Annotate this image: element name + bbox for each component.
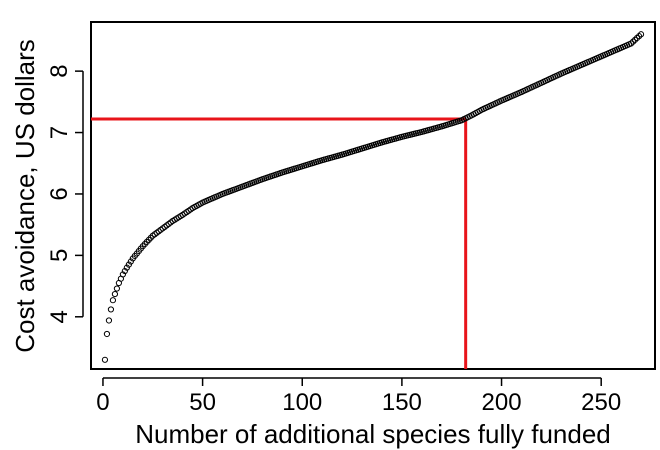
x-tick-label: 100 [282,389,322,416]
data-point [123,264,130,271]
y-tick-label: 5 [46,249,73,262]
data-point [635,33,643,40]
data-point [125,261,132,268]
data-point [107,306,115,313]
x-tick-label: 200 [482,389,522,416]
y-tick-label: 7 [46,126,73,139]
data-point [637,31,645,38]
x-tick-label: 0 [96,389,109,416]
data-point [119,271,126,278]
y-axis: 4 5 6 7 8 [46,64,84,323]
data-point [629,38,637,45]
reference-lines [91,117,468,369]
data-point [631,36,639,43]
plot-frame [90,21,656,370]
data-point [113,285,121,292]
data-point [103,330,111,338]
y-axis-label: Cost avoidance, US dollars [10,39,40,353]
y-tick-label: 6 [46,187,73,200]
x-tick-label: 50 [189,389,216,416]
data-point [627,40,635,47]
data-point [633,34,641,42]
data-point [111,290,119,298]
y-tick-label: 8 [46,64,73,77]
data-point [121,267,128,275]
data-point [109,297,117,304]
y-tick-label: 4 [46,310,73,323]
data-point [127,258,134,265]
data-points [101,31,645,363]
x-tick-label: 250 [581,389,621,416]
x-axis: 0 50 100 150 200 250 [96,377,621,416]
data-point [105,317,113,324]
x-tick-label: 150 [382,389,422,416]
data-point [101,356,109,363]
x-axis-label: Number of additional species fully funde… [135,419,611,449]
